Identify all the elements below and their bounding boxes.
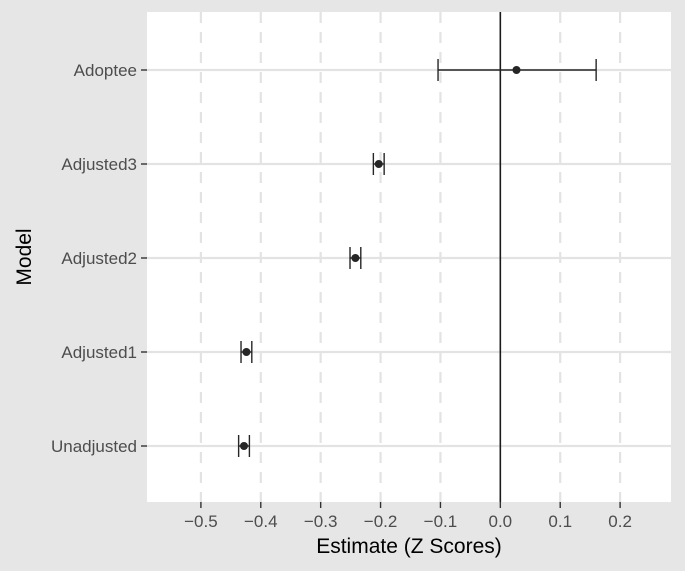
x-tick-label: 0.1	[548, 512, 572, 531]
x-axis: −0.5 −0.4 −0.3 −0.2 −0.1 0.0 0.1 0.2	[184, 502, 632, 531]
x-tick-label: −0.3	[304, 512, 338, 531]
x-tick-label: −0.2	[364, 512, 398, 531]
estimate-point	[351, 254, 360, 262]
estimate-marks	[237, 59, 597, 457]
estimate-point	[242, 348, 251, 356]
y-tick-label: Unadjusted	[51, 437, 137, 456]
x-tick-label: −0.5	[184, 512, 218, 531]
estimate-point	[374, 160, 383, 168]
estimate-point	[240, 442, 249, 450]
x-axis-title: Estimate (Z Scores)	[316, 535, 502, 558]
y-axis-title: Model	[13, 228, 36, 285]
error-bar-adjusted3	[372, 153, 385, 175]
y-tick-label: Adjusted1	[61, 343, 137, 362]
x-tick-label: 0.2	[608, 512, 632, 531]
y-tick-label: Adjusted2	[61, 249, 137, 268]
error-bar-unadjusted	[237, 435, 251, 457]
y-axis: Adoptee Adjusted3 Adjusted2 Adjusted1 Unadju…	[51, 61, 147, 456]
x-tick-label: −0.4	[244, 512, 278, 531]
x-tick-label: −0.1	[424, 512, 458, 531]
y-tick-label: Adjusted3	[61, 155, 137, 174]
x-tick-label: 0.0	[489, 512, 513, 531]
error-bar-adjusted2	[349, 247, 362, 269]
estimate-point	[512, 66, 521, 74]
horizontal-gridlines	[147, 68, 671, 448]
error-bar-adoptee	[437, 59, 597, 81]
error-bar-adjusted1	[240, 341, 253, 363]
y-tick-label: Adoptee	[74, 61, 137, 80]
